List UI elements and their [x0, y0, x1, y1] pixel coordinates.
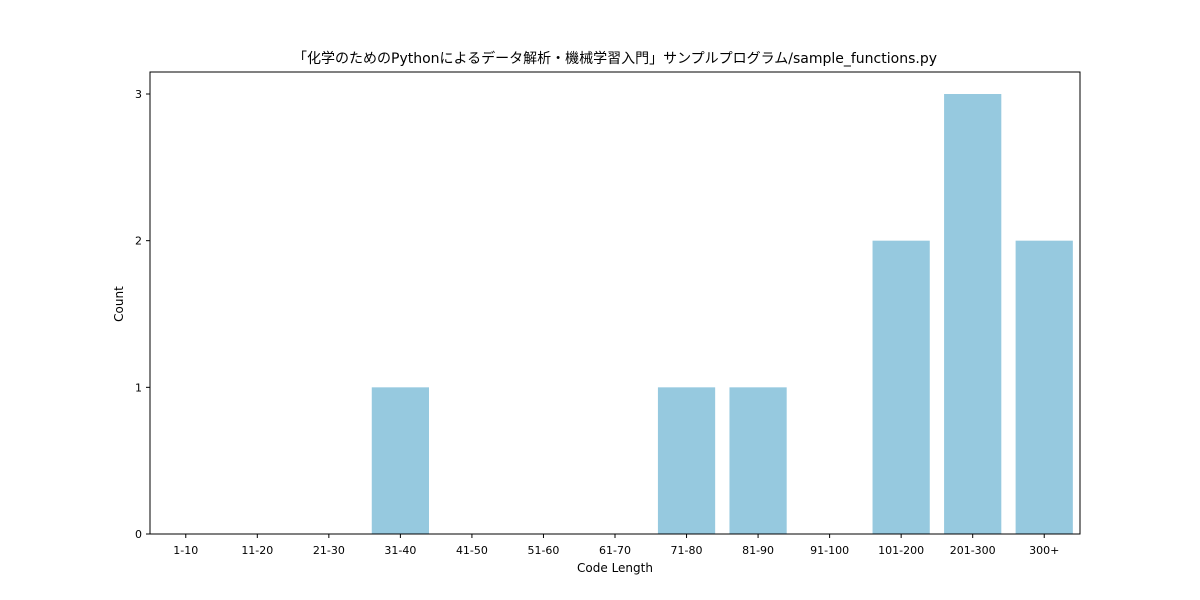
x-tick-label: 11-20: [241, 544, 273, 557]
x-tick-label: 81-90: [742, 544, 774, 557]
x-tick-label: 41-50: [456, 544, 488, 557]
x-tick-label: 71-80: [671, 544, 703, 557]
x-tick-label: 21-30: [313, 544, 345, 557]
bar-71-80: [657, 387, 716, 534]
x-tick-label: 201-300: [950, 544, 996, 557]
x-tick-label: 91-100: [810, 544, 849, 557]
x-tick-label: 51-60: [527, 544, 559, 557]
bar-101-200: [872, 240, 930, 534]
bars-group: [371, 94, 1073, 534]
chart-title: 「化学のためのPythonによるデータ解析・機械学習入門」サンプルプログラム/s…: [293, 50, 937, 67]
x-tick-label: 101-200: [878, 544, 924, 557]
y-axis: 0 1 2 3: [135, 88, 150, 541]
x-axis-label: Code Length: [577, 561, 653, 575]
x-tick-label: 300+: [1029, 544, 1059, 557]
bar-31-40: [371, 387, 429, 534]
x-tick-label: 31-40: [384, 544, 416, 557]
bar-300+: [1015, 240, 1073, 534]
y-tick-label: 1: [135, 381, 142, 394]
x-tick-label: 61-70: [599, 544, 631, 557]
bar-201-300: [944, 94, 1002, 534]
y-axis-label: Count: [112, 286, 126, 322]
bar-81-90: [729, 387, 787, 534]
y-tick-label: 3: [135, 88, 142, 101]
x-tick-label: 1-10: [173, 544, 198, 557]
x-axis: 1-10 11-20 21-30 31-40 41-50 51-60 61-70 71-80 8…: [173, 534, 1059, 557]
y-tick-label: 2: [135, 235, 142, 248]
y-tick-label: 0: [135, 528, 142, 541]
plot-frame: [149, 71, 1081, 535]
